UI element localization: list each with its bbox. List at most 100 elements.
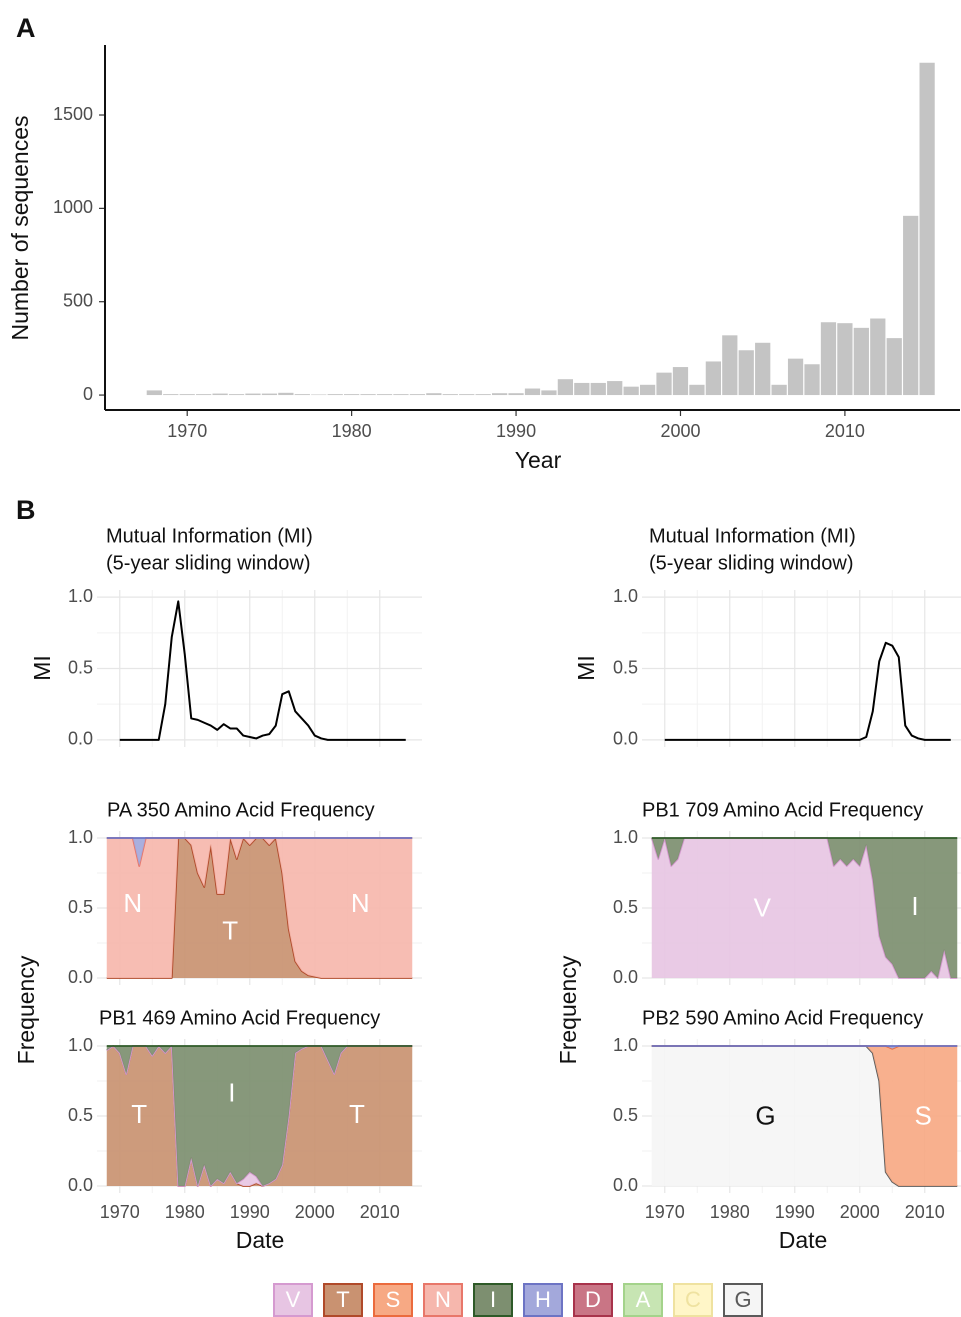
area-label: T xyxy=(349,1099,365,1129)
bar xyxy=(820,322,837,396)
area xyxy=(651,1046,958,1186)
y-tick-label: 1.0 xyxy=(68,586,93,606)
y-tick-label: 1500 xyxy=(53,104,93,124)
bar xyxy=(738,350,754,396)
axis-label: MI xyxy=(29,655,55,681)
y-tick-label: 0.5 xyxy=(68,657,93,677)
legend-swatch xyxy=(573,1283,613,1317)
bar xyxy=(163,394,179,396)
bar xyxy=(459,394,475,396)
chart-title: PB1 469 Amino Acid Frequency xyxy=(99,1007,380,1029)
bar xyxy=(590,382,606,396)
chart-panel: PB1 469 Amino Acid Frequency Date 0.0 0.5 1.… xyxy=(68,1007,422,1253)
bar xyxy=(787,358,804,396)
area-label: G xyxy=(755,1100,775,1130)
y-tick-label: 0.0 xyxy=(613,1175,638,1195)
bar xyxy=(886,338,902,396)
x-tick-label: 1980 xyxy=(710,1202,750,1222)
legend-label: D xyxy=(585,1287,601,1312)
y-tick-label: 0.0 xyxy=(613,729,638,749)
bar xyxy=(705,361,721,396)
legend-swatch xyxy=(323,1283,363,1317)
chart-title: PB2 590 Amino Acid Frequency xyxy=(642,1007,923,1029)
chart-panel: Mutual Information (MI) (5-year sliding w… xyxy=(573,525,961,749)
y-tick-label: 500 xyxy=(63,290,93,310)
x-tick-label: 2000 xyxy=(840,1202,880,1222)
bar xyxy=(837,323,853,396)
axis-label: MI xyxy=(573,655,599,681)
bar xyxy=(294,394,310,396)
legend-label: T xyxy=(336,1287,349,1312)
line xyxy=(664,641,951,741)
bar xyxy=(360,394,376,396)
bar xyxy=(245,393,261,396)
y-tick-label: 0.5 xyxy=(613,1105,638,1125)
axis-label: Frequency xyxy=(555,955,581,1064)
legend-swatch xyxy=(623,1283,663,1317)
chart-panel: PB1 709 Amino Acid Frequency Frequency 0.0… xyxy=(555,799,961,1064)
legend-swatch xyxy=(723,1283,763,1317)
axis-label: Date xyxy=(236,1227,285,1253)
x-tick-label: 1990 xyxy=(230,1202,270,1222)
area xyxy=(651,838,958,978)
area xyxy=(106,1046,413,1186)
chart-panel: PB2 590 Amino Acid Frequency Date 0.0 0.5 1.… xyxy=(613,1007,961,1253)
chart-subtitle: (5-year sliding window) xyxy=(106,552,311,574)
bar xyxy=(524,388,541,396)
bar xyxy=(919,62,935,396)
chart-title: Mutual Information (MI) xyxy=(649,525,856,547)
bar xyxy=(541,390,557,396)
bar xyxy=(623,386,639,396)
y-tick-label: 0.5 xyxy=(68,1105,93,1125)
chart-subtitle: (5-year sliding window) xyxy=(649,552,854,574)
bar xyxy=(853,327,869,396)
bar xyxy=(508,393,524,396)
y-tick-label: 0.5 xyxy=(613,897,638,917)
bar xyxy=(557,379,574,396)
chart-panel: A Number of sequences Year 0 500 1000 1500 1970… xyxy=(7,13,960,473)
bar xyxy=(327,394,343,396)
legend-label: C xyxy=(685,1287,701,1312)
legend-swatch xyxy=(473,1283,513,1317)
legend-label: V xyxy=(286,1287,301,1312)
x-tick-label: 1990 xyxy=(496,421,536,441)
chart-panel: PA 350 Amino Acid Frequency Frequency 0.0 0… xyxy=(13,799,422,1064)
axis-label: Frequency xyxy=(13,955,39,1064)
area-label: I xyxy=(228,1077,235,1107)
x-tick-label: 1990 xyxy=(775,1202,815,1222)
area-label: T xyxy=(222,916,238,946)
x-tick-label: 1970 xyxy=(645,1202,685,1222)
area xyxy=(106,1046,413,1186)
bar xyxy=(409,394,426,396)
legend-label: H xyxy=(535,1287,551,1312)
area xyxy=(106,838,413,978)
area-label: I xyxy=(911,891,918,921)
x-tick-label: 2000 xyxy=(295,1202,335,1222)
chart-title: PB1 709 Amino Acid Frequency xyxy=(642,799,923,821)
bar xyxy=(311,394,327,396)
bar xyxy=(212,393,228,396)
bar xyxy=(228,394,245,396)
bar xyxy=(393,394,409,396)
panel-label: B xyxy=(16,495,36,525)
y-tick-label: 1.0 xyxy=(613,827,638,847)
bar xyxy=(376,394,393,396)
y-tick-label: 1000 xyxy=(53,197,93,217)
area xyxy=(651,1046,958,1186)
bar xyxy=(672,367,689,396)
legend-label: S xyxy=(386,1287,401,1312)
legend-label: N xyxy=(435,1287,451,1312)
bar xyxy=(804,364,820,396)
area-label: T xyxy=(131,1099,147,1129)
legend-label: A xyxy=(636,1287,651,1312)
bar xyxy=(903,215,919,396)
y-tick-label: 0.0 xyxy=(68,1175,93,1195)
bar xyxy=(689,384,705,396)
bar xyxy=(771,384,787,396)
legend-swatch xyxy=(523,1283,563,1317)
y-tick-label: 1.0 xyxy=(613,1035,638,1055)
y-tick-label: 0.0 xyxy=(68,967,93,987)
y-tick-label: 0.5 xyxy=(613,657,638,677)
